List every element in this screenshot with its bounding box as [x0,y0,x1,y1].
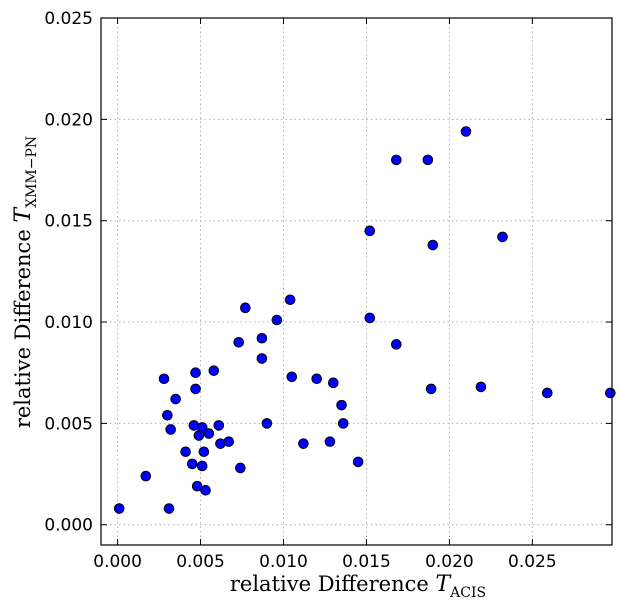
data-point [223,436,235,447]
data-point [190,383,201,395]
data-point [364,312,376,324]
data-point [391,154,402,166]
tick-marks [101,17,612,545]
data-point [163,503,175,514]
data-point [256,353,268,364]
data-point [337,418,349,429]
data-point [256,332,268,344]
data-point [203,428,215,439]
y-tick-label: 0.005 [44,414,93,434]
data-point [422,154,434,166]
data-point [198,446,210,458]
data-point [191,480,203,492]
data-point [200,484,211,496]
data-point [180,446,191,458]
data-point [233,337,245,348]
data-point [427,239,439,251]
data-point [286,371,298,383]
data-point [186,458,198,470]
y-tick-labels: 0.000 0.005 0.010 0.015 0.020 0.025 [44,9,93,536]
x-axis-label-subscript: ACIS [449,585,486,601]
data-point [605,387,616,399]
data-point [208,365,220,376]
data-point [327,377,339,389]
data-point [352,456,364,468]
data-point [425,383,437,395]
y-tick-label: 0.020 [44,110,93,130]
plot-frame [100,17,613,546]
data-point [113,503,125,514]
y-tick-label: 0.000 [44,516,93,536]
x-tick-label: 0.005 [176,552,225,572]
data-point [170,393,181,405]
data-point [497,231,508,243]
x-axis-label: relative Difference TACIS [230,572,486,601]
x-tick-label: 0.010 [259,552,308,572]
x-tick-label: 0.015 [342,552,391,572]
data-point [460,126,472,137]
y-tick-label: 0.015 [44,212,93,232]
data-point [140,470,152,482]
data-point [391,339,402,350]
x-tick-label: 0.000 [93,552,142,572]
x-axis-label-symbol: T [435,572,452,597]
data-point [364,225,376,237]
data-point [298,438,309,449]
x-tick-label: 0.020 [425,552,474,572]
y-tick-label: 0.010 [44,313,93,333]
y-axis-label-subscript: XMM−PN [24,136,40,208]
data-point [284,294,296,306]
data-point [196,422,208,433]
data-point [261,418,273,429]
data-point [271,314,283,326]
data-point [240,302,251,314]
y-axis-label-prefix: relative Difference [11,223,35,429]
data-point [162,409,173,421]
data-points [113,126,616,514]
y-axis-label: relative Difference TXMM−PN [11,136,40,428]
data-point [324,436,336,447]
y-tick-label: 0.025 [44,9,93,29]
data-point [196,460,208,472]
data-point [475,381,487,393]
data-point [311,373,322,385]
data-point [336,399,347,411]
data-point [165,424,176,435]
data-point [190,367,201,379]
x-tick-label: 0.025 [508,552,557,572]
data-point [541,387,553,399]
data-point [235,462,246,474]
data-point [213,420,225,431]
x-axis-label-prefix: relative Difference [230,572,436,596]
y-axis-label-symbol: T [11,206,36,223]
x-tick-labels: 0.000 0.005 0.010 0.015 0.020 0.025 [93,552,556,572]
data-point [158,373,170,385]
